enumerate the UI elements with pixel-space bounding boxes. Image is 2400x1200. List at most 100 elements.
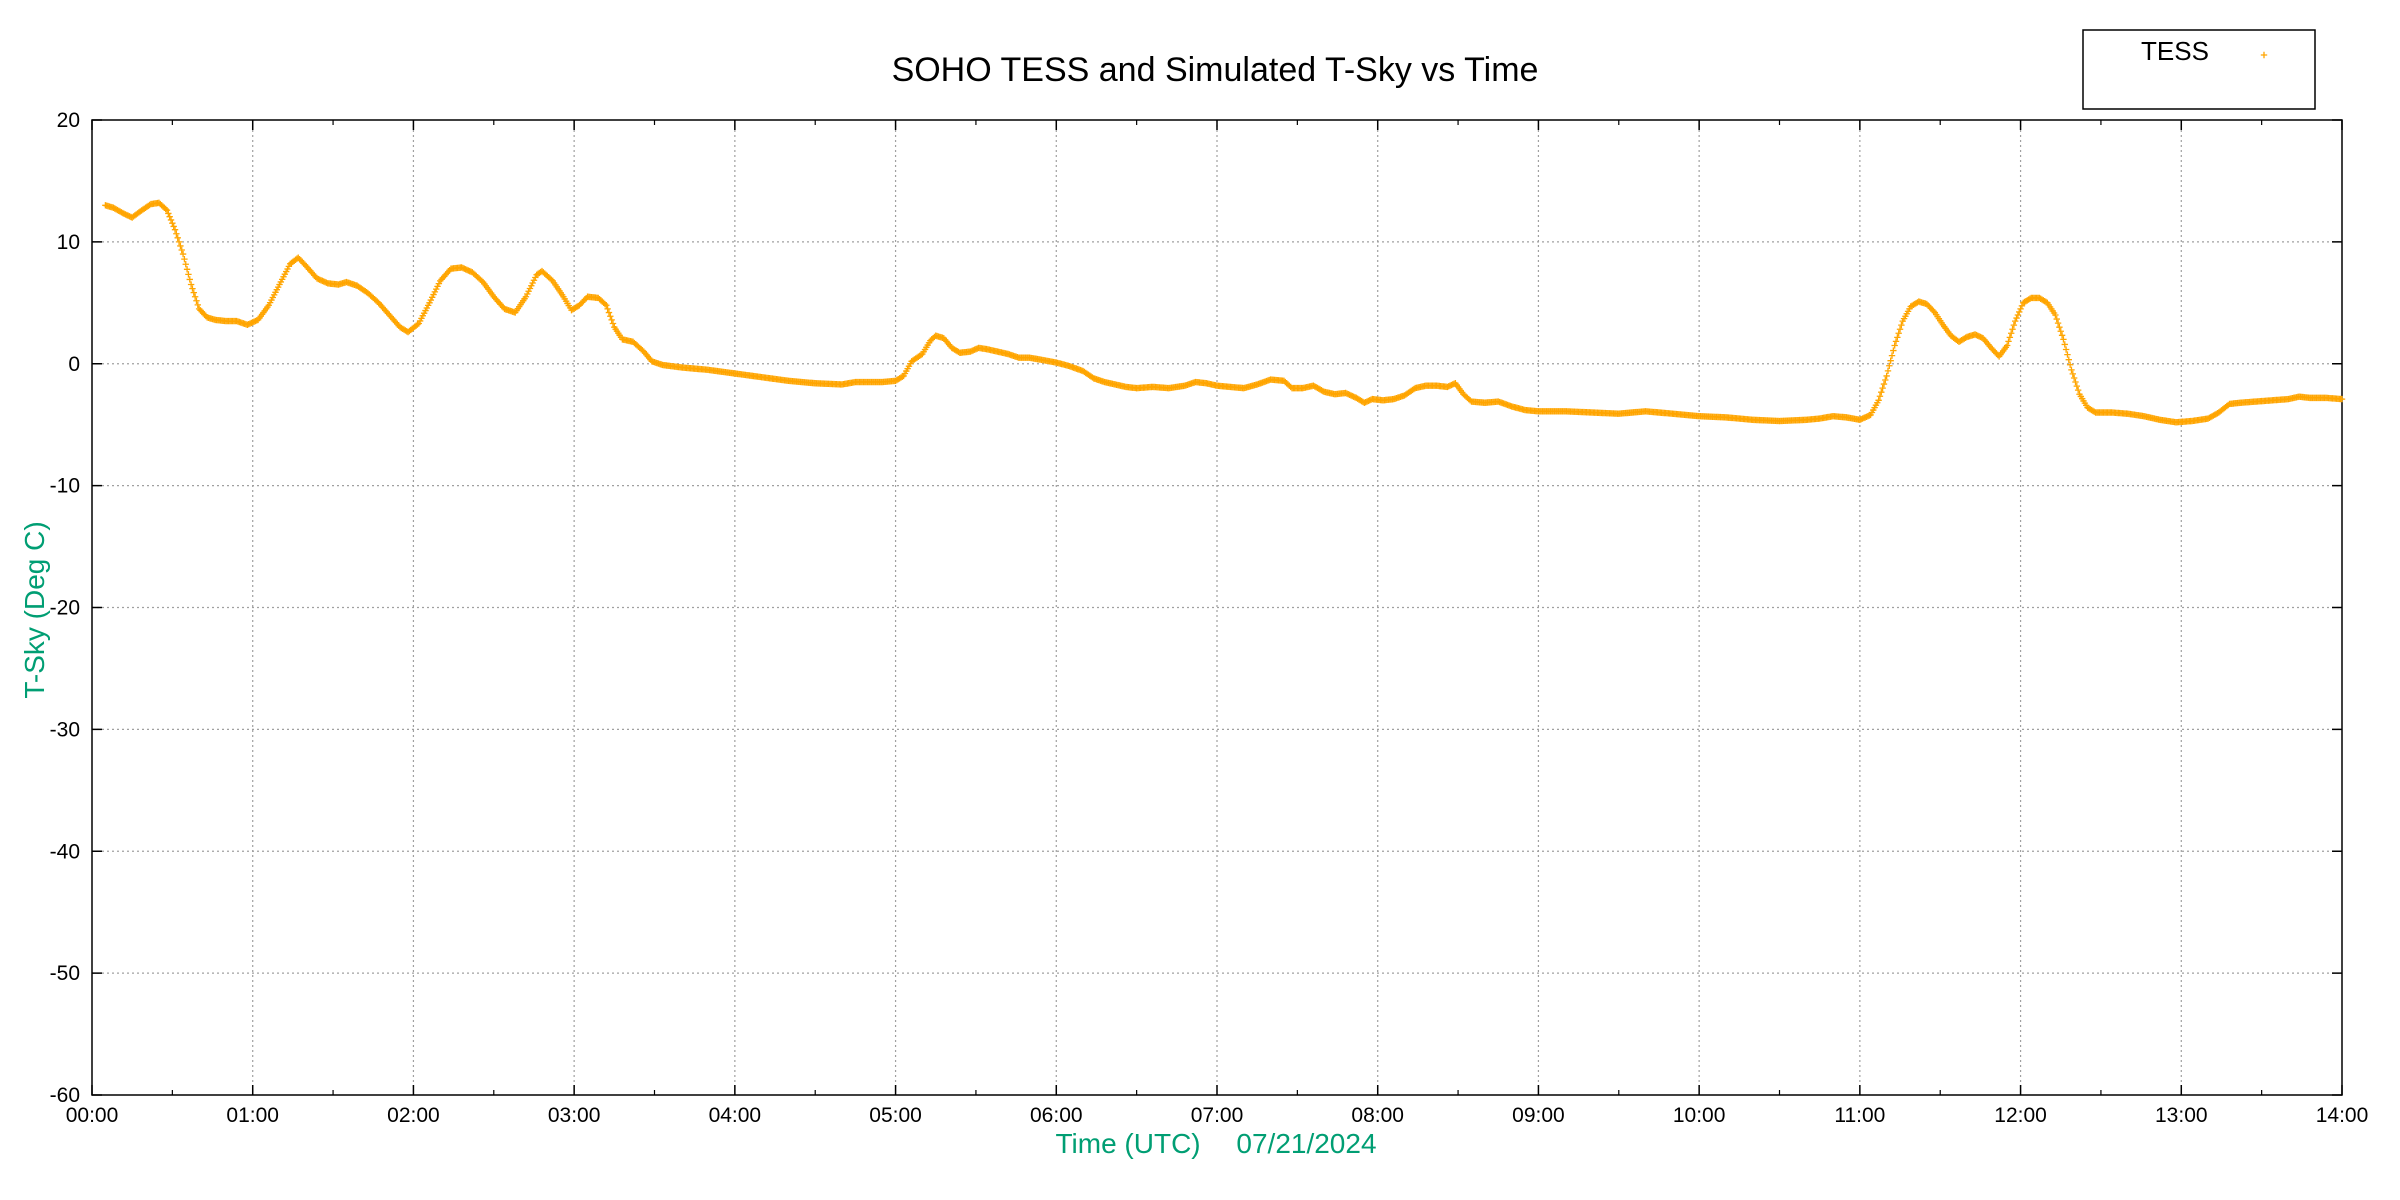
- data-point: [1882, 376, 1889, 384]
- data-point: [601, 300, 609, 308]
- data-point: [2054, 319, 2062, 327]
- data-point: [1930, 307, 1937, 315]
- data-point: [185, 271, 192, 278]
- data-point: [1890, 347, 1897, 354]
- data-point: [608, 316, 615, 324]
- data-point: [2058, 332, 2066, 339]
- data-point: [2014, 311, 2022, 319]
- data-point: [177, 242, 184, 250]
- data-point: [163, 206, 171, 214]
- data-point: [605, 309, 613, 316]
- data-point: [1879, 384, 1886, 392]
- y-tick-label: 20: [57, 109, 80, 132]
- x-tick-label: 03:00: [548, 1104, 601, 1127]
- y-tick-label: -20: [50, 597, 80, 620]
- y-tick-label: -40: [50, 840, 80, 863]
- legend-label-tess: TESS: [2141, 36, 2209, 66]
- data-point: [189, 285, 196, 292]
- data-point: [2073, 382, 2081, 390]
- tess-series: [102, 199, 2346, 426]
- data-point: [2003, 342, 2011, 349]
- data-point: [2072, 378, 2079, 386]
- data-point: [179, 250, 187, 258]
- data-point: [2012, 317, 2019, 325]
- chart-title: SOHO TESS and Simulated T-Sky vs Time: [892, 51, 1539, 89]
- data-point: [2338, 395, 2346, 403]
- legend-box: [2082, 29, 2316, 110]
- y-axis: 20 10 0 -10 -20 -30 -40 -50 -60: [50, 109, 2342, 1107]
- x-tick-label: 10:00: [1673, 1104, 1726, 1127]
- legend: TESS: [2082, 29, 2316, 110]
- data-point: [2069, 370, 2076, 378]
- data-point: [604, 305, 611, 313]
- x-axis: 00:00 01:00 02:00 03:00 04:00 05:00 06:00 07:00…: [66, 120, 2369, 1127]
- data-point: [182, 261, 189, 268]
- y-tick-label: 0: [68, 353, 80, 376]
- data-point: [169, 219, 176, 227]
- data-point: [2006, 334, 2014, 341]
- grid-lines: [92, 120, 2342, 1095]
- y-tick-label: -10: [50, 475, 80, 498]
- x-tick-label: 05:00: [869, 1104, 922, 1127]
- data-point: [1896, 326, 1904, 333]
- data-point: [2057, 328, 2064, 335]
- data-point: [173, 230, 180, 237]
- y-tick-label: 10: [57, 231, 80, 254]
- data-point: [1891, 342, 1898, 349]
- data-point: [171, 226, 179, 233]
- x-tick-label: 00:00: [66, 1104, 119, 1127]
- data-point: [2013, 314, 2020, 322]
- data-point: [2053, 315, 2060, 323]
- data-point: [193, 297, 200, 304]
- x-tick-label: 04:00: [709, 1104, 762, 1127]
- data-point: [174, 234, 181, 242]
- data-point: [2068, 366, 2075, 374]
- data-point: [187, 281, 195, 288]
- data-point: [165, 210, 172, 217]
- data-point: [175, 238, 183, 246]
- x-tick-label: 08:00: [1351, 1104, 1404, 1127]
- data-point: [2017, 305, 2024, 313]
- data-point: [2066, 361, 2074, 368]
- data-point: [2062, 346, 2070, 353]
- data-point: [1880, 380, 1888, 388]
- x-tick-label: 12:00: [1994, 1104, 2047, 1127]
- x-tick-label: 06:00: [1030, 1104, 1083, 1127]
- data-point: [2018, 302, 2026, 310]
- data-point: [1887, 357, 1894, 364]
- x-axis-title: Time (UTC): [1055, 1128, 1200, 1159]
- x-tick-label: 13:00: [2155, 1104, 2208, 1127]
- data-point: [2060, 336, 2067, 343]
- x-tick-label: 02:00: [387, 1104, 440, 1127]
- data-point: [2074, 386, 2082, 394]
- data-point: [181, 255, 188, 263]
- data-point: [167, 216, 175, 224]
- y-tick-label: -30: [50, 718, 80, 741]
- y-axis-label: T-Sky (Deg C): [19, 521, 50, 698]
- data-point: [1886, 362, 1893, 369]
- data-point: [607, 313, 614, 320]
- data-point: [2070, 374, 2078, 382]
- x-tick-label: 09:00: [1512, 1104, 1565, 1127]
- data-point: [1875, 397, 1882, 404]
- legend-marker-plus-icon: [2260, 51, 2268, 59]
- data-point: [1876, 393, 1884, 400]
- legend-marker-plus: [2260, 51, 2268, 59]
- data-point: [2008, 330, 2015, 337]
- data-point: [186, 276, 193, 283]
- data-point: [2061, 341, 2068, 348]
- data-point: [1892, 338, 1900, 345]
- data-point: [2052, 311, 2059, 319]
- data-point: [414, 321, 421, 328]
- data-point: [183, 266, 191, 273]
- data-point: [1894, 334, 1901, 341]
- data-point: [2056, 323, 2063, 331]
- data-point: [2065, 356, 2072, 363]
- y-tick-label: -50: [50, 962, 80, 985]
- data-point: [2005, 338, 2012, 345]
- x-tick-label: 14:00: [2316, 1104, 2369, 1127]
- data-point: [603, 302, 610, 309]
- data-point: [1884, 367, 1892, 375]
- data-point: [2016, 308, 2023, 316]
- x-tick-label: 01:00: [226, 1104, 279, 1127]
